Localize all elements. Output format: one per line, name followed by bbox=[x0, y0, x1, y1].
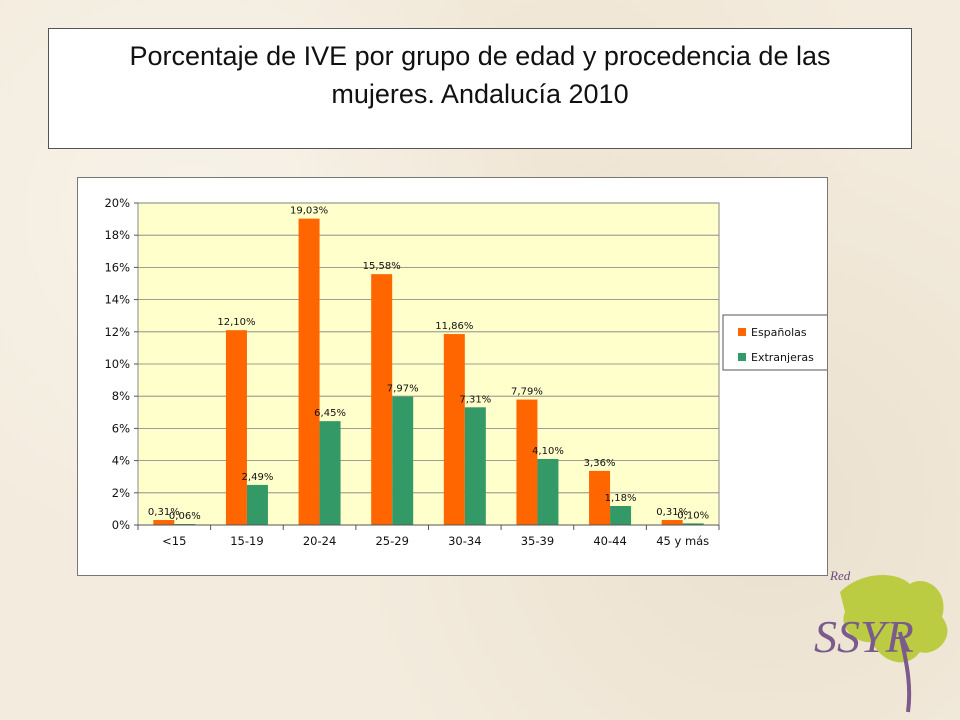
data-label: 7,97% bbox=[387, 384, 419, 395]
bar-extranjeras bbox=[319, 421, 341, 525]
y-tick-label: 14% bbox=[104, 293, 130, 307]
bar-extranjeras bbox=[392, 396, 414, 525]
data-label: 11,86% bbox=[435, 321, 473, 332]
x-tick-label: 25-29 bbox=[375, 534, 408, 548]
data-label: 4,10% bbox=[532, 446, 564, 457]
legend-swatch-espanolas bbox=[738, 328, 746, 336]
x-tick-label: 40-44 bbox=[593, 534, 626, 548]
bars bbox=[153, 218, 704, 525]
chart-container: 0% 2% 4% 6% 8% 10% 12% 14% 16% 18% 20% <15 15-19 20-… bbox=[77, 177, 828, 576]
data-label: 7,31% bbox=[459, 394, 491, 405]
legend-label-extranjeras: Extranjeras bbox=[751, 351, 814, 364]
bar-extranjeras bbox=[537, 458, 559, 525]
y-tick-label: 18% bbox=[104, 228, 130, 242]
data-label: 0,31% bbox=[656, 507, 688, 518]
bar-espanolas bbox=[443, 334, 465, 525]
data-label: 19,03% bbox=[290, 206, 328, 217]
x-tick-label: 30-34 bbox=[448, 534, 481, 548]
logo-map-shape bbox=[840, 574, 948, 663]
data-label: 7,79% bbox=[511, 387, 543, 398]
y-tick-label: 2% bbox=[112, 486, 130, 500]
bar-chart: 0% 2% 4% 6% 8% 10% 12% 14% 16% 18% 20% <15 15-19 20-… bbox=[104, 196, 827, 548]
data-label: 12,10% bbox=[217, 317, 255, 328]
x-tick-label: <15 bbox=[162, 534, 186, 548]
data-label: 0,31% bbox=[148, 507, 180, 518]
x-tick-label: 15-19 bbox=[230, 534, 263, 548]
bar-espanolas bbox=[298, 218, 320, 525]
y-tick-label: 20% bbox=[104, 196, 130, 210]
data-label: 0,06% bbox=[169, 511, 201, 522]
data-label: 6,45% bbox=[314, 408, 346, 419]
data-labels: 0,31%0,06%12,10%2,49%19,03%6,45%15,58%7,… bbox=[148, 206, 709, 522]
logo-small-text: Red bbox=[829, 568, 851, 583]
bar-espanolas bbox=[516, 399, 538, 525]
bar-espanolas bbox=[589, 470, 611, 525]
data-label: 3,36% bbox=[584, 458, 616, 469]
x-axis: <15 15-19 20-24 25-29 30-34 35-39 40-44 45 y má… bbox=[137, 524, 720, 548]
y-axis: 0% 2% 4% 6% 8% 10% 12% 14% 16% 18% 20% bbox=[104, 196, 138, 532]
bar-espanolas bbox=[153, 520, 175, 525]
legend-label-espanolas: Españolas bbox=[751, 326, 807, 339]
y-tick-label: 16% bbox=[104, 260, 130, 274]
bar-extranjeras bbox=[464, 407, 486, 525]
y-tick-label: 10% bbox=[104, 357, 130, 371]
x-tick-label: 20-24 bbox=[303, 534, 336, 548]
data-label: 0,10% bbox=[677, 510, 709, 521]
bar-espanolas bbox=[225, 330, 247, 525]
bar-espanolas bbox=[371, 274, 393, 525]
logo-swash bbox=[898, 631, 912, 713]
y-tick-label: 12% bbox=[104, 325, 130, 339]
y-tick-label: 8% bbox=[112, 389, 130, 403]
page-title: Porcentaje de IVE por grupo de edad y pr… bbox=[129, 41, 831, 109]
bar-espanolas bbox=[661, 520, 683, 525]
legend-swatch-extranjeras bbox=[738, 353, 746, 361]
x-tick-label: 45 y más bbox=[656, 534, 709, 548]
data-label: 1,18% bbox=[605, 493, 637, 504]
y-tick-label: 6% bbox=[112, 421, 130, 435]
logo-main-text: SSYR bbox=[814, 611, 914, 662]
data-label: 15,58% bbox=[363, 261, 401, 272]
y-tick-label: 0% bbox=[112, 518, 130, 532]
legend: Españolas Extranjeras bbox=[722, 314, 827, 371]
data-label: 2,49% bbox=[242, 472, 274, 483]
x-tick-label: 35-39 bbox=[521, 534, 554, 548]
bar-extranjeras bbox=[246, 484, 268, 525]
red-ssyr-logo: Red SSYR bbox=[814, 568, 948, 713]
bar-extranjeras bbox=[610, 506, 632, 525]
bar-extranjeras bbox=[682, 523, 704, 525]
title-box: Porcentaje de IVE por grupo de edad y pr… bbox=[48, 28, 912, 149]
y-tick-label: 4% bbox=[112, 454, 130, 468]
